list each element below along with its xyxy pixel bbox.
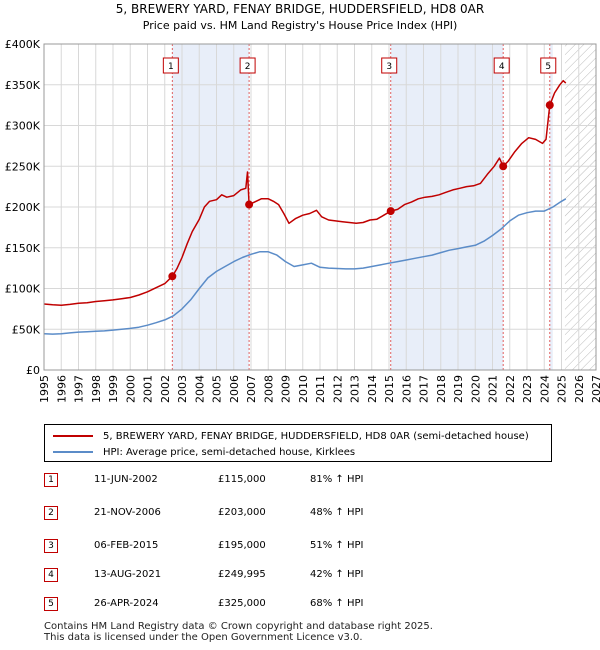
sale-date: 13-AUG-2021	[94, 569, 162, 580]
y-tick-label: £250K	[5, 160, 41, 173]
x-tick-label: 1996	[55, 375, 68, 403]
sale-marker-box	[162, 57, 179, 74]
sale-number: 1	[44, 473, 58, 487]
x-tick-label: 2023	[521, 375, 534, 403]
x-tick-label: 2024	[538, 375, 551, 403]
sale-row: 5 26-APR-2024 £325,000 68% ↑ HPI	[44, 594, 424, 614]
x-tick-label: 2006	[228, 375, 241, 403]
sale-marker-box	[493, 57, 510, 74]
legend: 5, BREWERY YARD, FENAY BRIDGE, HUDDERSFI…	[44, 424, 552, 462]
sale-marker-box	[239, 57, 256, 74]
legend-label-hpi: HPI: Average price, semi-detached house,…	[103, 446, 356, 458]
x-tick-label: 2019	[452, 375, 465, 403]
x-tick-label: 2026	[573, 375, 586, 403]
sale-number: 4	[44, 568, 58, 582]
x-tick-label: 2003	[176, 375, 189, 403]
x-tick-label: 2014	[366, 375, 379, 403]
sale-price: £203,000	[218, 507, 266, 518]
sale-price: £249,995	[218, 569, 266, 580]
x-tick-label: 2021	[487, 375, 500, 403]
sale-date: 06-FEB-2015	[94, 540, 159, 551]
sale-marker-label: 2	[245, 62, 251, 72]
y-tick-label: £150K	[5, 242, 41, 255]
x-tick-label: 2008	[262, 375, 275, 403]
legend-swatch-property	[53, 435, 93, 437]
x-tick-label: 2017	[418, 375, 431, 403]
legend-item-property: 5, BREWERY YARD, FENAY BRIDGE, HUDDERSFI…	[53, 428, 529, 444]
x-tick-label: 2009	[280, 375, 293, 403]
x-tick-label: 2022	[504, 375, 517, 403]
legend-label-property: 5, BREWERY YARD, FENAY BRIDGE, HUDDERSFI…	[103, 430, 529, 442]
y-tick-label: £50K	[12, 323, 41, 336]
y-tick-label: £100K	[5, 283, 41, 296]
sale-row: 3 06-FEB-2015 £195,000 51% ↑ HPI	[44, 536, 424, 556]
footer-copyright: Contains HM Land Registry data © Crown c…	[44, 621, 433, 632]
x-tick-label: 2002	[159, 375, 172, 403]
sale-date: 26-APR-2024	[94, 598, 159, 609]
sale-price: £325,000	[218, 598, 266, 609]
y-tick-label: £200K	[5, 201, 41, 214]
sale-price: £115,000	[218, 474, 266, 485]
sale-number: 2	[44, 506, 58, 520]
x-tick-label: 2001	[142, 375, 155, 403]
x-tick-label: 1997	[73, 375, 86, 403]
sale-row: 1 11-JUN-2002 £115,000 81% ↑ HPI	[44, 470, 424, 490]
sale-hpi-diff: 68% ↑ HPI	[310, 598, 364, 609]
x-tick-label: 2027	[590, 375, 600, 403]
x-tick-label: 1999	[107, 375, 120, 403]
sale-row: 4 13-AUG-2021 £249,995 42% ↑ HPI	[44, 565, 424, 585]
x-tick-label: 2018	[435, 375, 448, 403]
sale-point	[168, 272, 177, 281]
footer-licence: This data is licensed under the Open Gov…	[44, 632, 363, 643]
sale-point	[499, 162, 508, 171]
sale-hpi-diff: 81% ↑ HPI	[310, 474, 364, 485]
sale-marker-label: 3	[386, 62, 392, 72]
x-tick-label: 2012	[331, 375, 344, 403]
x-tick-label: 1998	[90, 375, 103, 403]
y-tick-label: £350K	[5, 79, 41, 92]
chart-subtitle: Price paid vs. HM Land Registry's House …	[143, 19, 458, 32]
y-tick-label: £400K	[5, 38, 41, 51]
x-tick-label: 2000	[124, 375, 137, 403]
y-tick-label: £0	[26, 364, 40, 377]
x-tick-label: 2005	[211, 375, 224, 403]
sale-marker-box	[381, 57, 398, 74]
y-tick-label: £300K	[5, 120, 41, 133]
sale-marker-label: 4	[499, 62, 505, 72]
hpi-line	[43, 198, 567, 335]
sale-number: 3	[44, 539, 58, 553]
plot-border	[43, 43, 597, 371]
chart-title: 5, BREWERY YARD, FENAY BRIDGE, HUDDERSFI…	[116, 2, 484, 16]
price-chart: 5, BREWERY YARD, FENAY BRIDGE, HUDDERSFI…	[5, 2, 600, 403]
sale-price: £195,000	[218, 540, 266, 551]
sale-hpi-diff: 48% ↑ HPI	[310, 507, 364, 518]
x-tick-label: 2013	[349, 375, 362, 403]
sale-date: 21-NOV-2006	[94, 507, 161, 518]
legend-item-hpi: HPI: Average price, semi-detached house,…	[53, 444, 355, 460]
x-tick-label: 2016	[400, 375, 413, 403]
sale-row: 2 21-NOV-2006 £203,000 48% ↑ HPI	[44, 503, 424, 523]
sale-point	[245, 200, 254, 209]
sale-point	[386, 207, 395, 216]
legend-swatch-hpi	[53, 451, 93, 453]
x-tick-label: 2011	[314, 375, 327, 403]
x-tick-label: 2020	[469, 375, 482, 403]
x-tick-label: 2010	[297, 375, 310, 403]
footer: Contains HM Land Registry data © Crown c…	[44, 621, 433, 643]
sale-marker-label: 1	[168, 62, 174, 72]
property-price-line	[43, 79, 567, 306]
sale-marker-box	[540, 57, 557, 74]
sale-hpi-diff: 51% ↑ HPI	[310, 540, 364, 551]
sale-point	[545, 101, 554, 110]
sale-hpi-diff: 42% ↑ HPI	[310, 569, 364, 580]
x-tick-label: 2015	[383, 375, 396, 403]
sale-marker-label: 5	[545, 62, 551, 72]
x-tick-label: 2004	[193, 375, 206, 403]
sale-number: 5	[44, 597, 58, 611]
x-tick-label: 2007	[245, 375, 258, 403]
x-tick-label: 1995	[38, 375, 51, 403]
x-tick-label: 2025	[556, 375, 569, 403]
sale-date: 11-JUN-2002	[94, 474, 158, 485]
